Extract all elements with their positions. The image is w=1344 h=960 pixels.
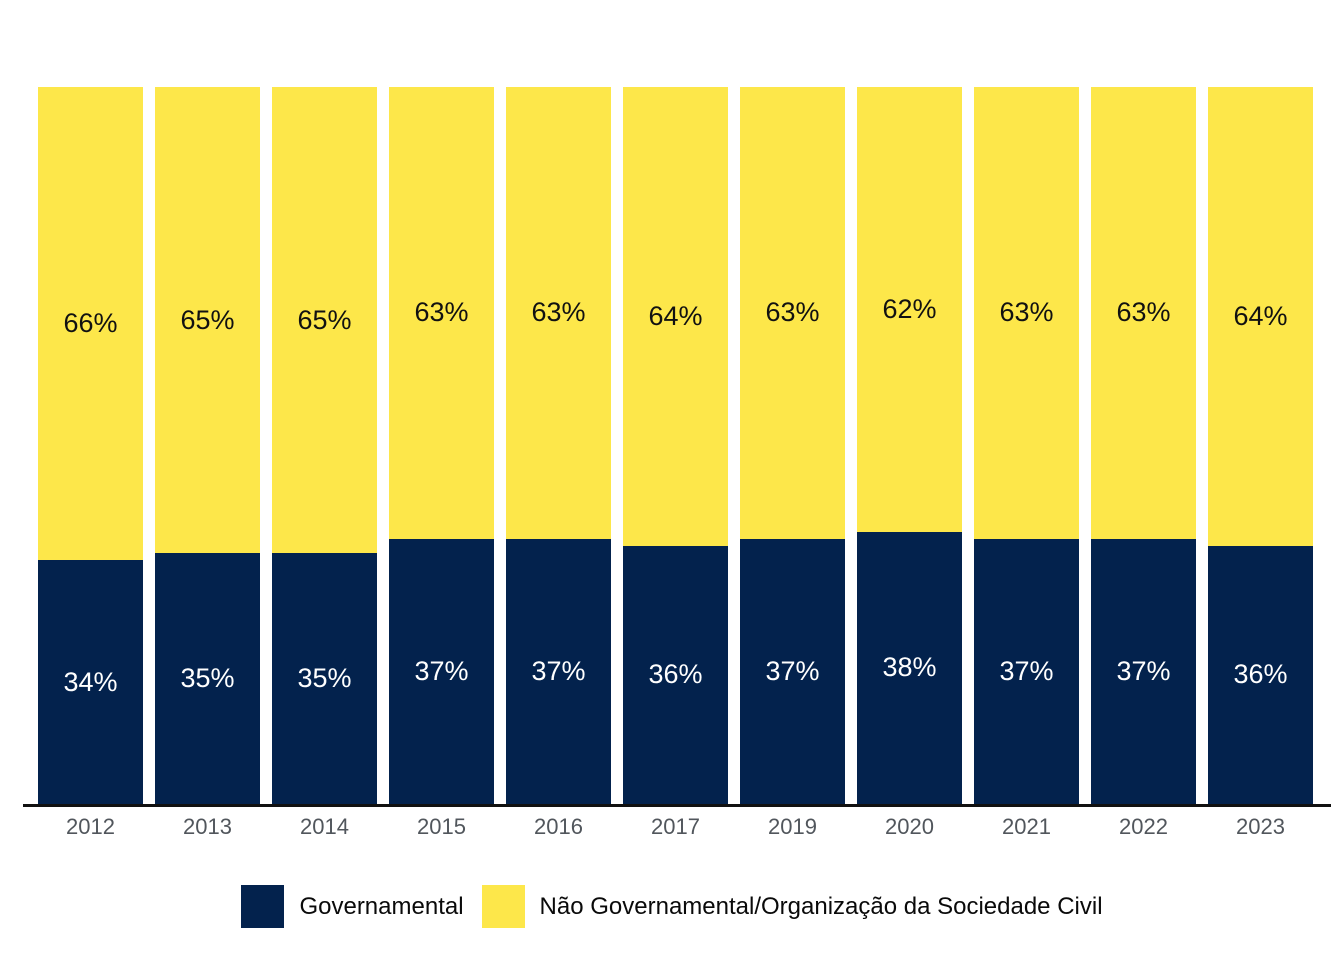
bar-segment-nao-governamental-2021: 63% <box>974 87 1079 539</box>
bar-segment-governamental-2014: 35% <box>272 553 377 804</box>
plot-area: 66% 34% 65% 35% 65% 35% 63% 37% 63% 37% 64% 36% 63% 3… <box>38 87 1313 804</box>
x-axis-line <box>23 804 1331 807</box>
bar-segment-nao-governamental-2015: 63% <box>389 87 494 539</box>
bar-segment-nao-governamental-2014: 65% <box>272 87 377 554</box>
x-tick-label-2021: 2021 <box>1002 814 1051 839</box>
bar-segment-governamental-2012: 34% <box>38 560 143 804</box>
legend-swatch <box>241 885 285 928</box>
legend-swatch <box>481 885 525 928</box>
x-tick-label-2014: 2014 <box>300 814 349 839</box>
legend-item-governamental: Governamental <box>241 885 464 928</box>
legend: Governamental Não Governamental/Organizaç… <box>0 885 1344 928</box>
bar-segment-governamental-2017: 36% <box>623 545 728 804</box>
bar-2021: 63% 37% <box>974 87 1079 804</box>
bar-segment-nao-governamental-2017: 64% <box>623 87 728 546</box>
bar-2015: 63% 37% <box>389 87 494 804</box>
bar-value-label: 35% <box>180 663 235 694</box>
bar-value-label: 37% <box>999 655 1054 686</box>
bar-2019: 63% 37% <box>740 87 845 804</box>
bar-2023: 64% 36% <box>1208 87 1313 804</box>
bar-segment-governamental-2021: 37% <box>974 538 1079 804</box>
x-tick-label-2019: 2019 <box>768 814 817 839</box>
bar-segment-nao-governamental-2019: 63% <box>740 87 845 539</box>
x-tick-label-2012: 2012 <box>66 814 115 839</box>
x-tick-label-2015: 2015 <box>417 814 466 839</box>
bar-value-label: 63% <box>414 297 469 328</box>
bar-segment-governamental-2022: 37% <box>1091 538 1196 804</box>
x-tick-label-2017: 2017 <box>651 814 700 839</box>
legend-label: Governamental <box>299 892 464 920</box>
bar-2020: 62% 38% <box>857 87 962 804</box>
bar-value-label: 64% <box>648 300 703 331</box>
bar-value-label: 63% <box>999 297 1054 328</box>
bar-2013: 65% 35% <box>155 87 260 804</box>
x-axis-tick-labels: 2012 2013 2014 2015 2016 2017 2019 2020 2021 2022… <box>38 814 1313 840</box>
bar-value-label: 64% <box>1233 300 1288 331</box>
bar-segment-nao-governamental-2012: 66% <box>38 87 143 561</box>
bar-value-label: 65% <box>180 304 235 335</box>
x-tick-label-2022: 2022 <box>1119 814 1168 839</box>
bar-value-label: 37% <box>414 655 469 686</box>
bar-value-label: 37% <box>531 655 586 686</box>
bar-segment-governamental-2023: 36% <box>1208 545 1313 804</box>
bar-value-label: 37% <box>765 655 820 686</box>
bar-value-label: 62% <box>882 293 937 324</box>
bar-2014: 65% 35% <box>272 87 377 804</box>
bar-2016: 63% 37% <box>506 87 611 804</box>
bar-value-label: 35% <box>297 663 352 694</box>
x-tick-label-2020: 2020 <box>885 814 934 839</box>
bar-segment-nao-governamental-2022: 63% <box>1091 87 1196 539</box>
x-tick-label-2016: 2016 <box>534 814 583 839</box>
bar-segment-nao-governamental-2023: 64% <box>1208 87 1313 546</box>
bar-segment-governamental-2013: 35% <box>155 553 260 804</box>
x-tick-label-2023: 2023 <box>1236 814 1285 839</box>
bar-value-label: 36% <box>648 659 703 690</box>
bar-segment-governamental-2016: 37% <box>506 538 611 804</box>
bar-value-label: 63% <box>1116 297 1171 328</box>
bar-segment-nao-governamental-2013: 65% <box>155 87 260 554</box>
bar-segment-governamental-2020: 38% <box>857 531 962 804</box>
bar-2012: 66% 34% <box>38 87 143 804</box>
bar-segment-nao-governamental-2020: 62% <box>857 87 962 532</box>
bar-segment-nao-governamental-2016: 63% <box>506 87 611 539</box>
bar-value-label: 34% <box>63 666 118 697</box>
legend-label: Não Governamental/Organização da Socieda… <box>539 892 1103 920</box>
bar-value-label: 63% <box>531 297 586 328</box>
bar-value-label: 37% <box>1116 655 1171 686</box>
bar-segment-governamental-2015: 37% <box>389 538 494 804</box>
bar-2017: 64% 36% <box>623 87 728 804</box>
bar-value-label: 66% <box>63 308 118 339</box>
bar-value-label: 38% <box>882 652 937 683</box>
bar-2022: 63% 37% <box>1091 87 1196 804</box>
bar-segment-governamental-2019: 37% <box>740 538 845 804</box>
bar-value-label: 36% <box>1233 659 1288 690</box>
bar-value-label: 63% <box>765 297 820 328</box>
bar-value-label: 65% <box>297 304 352 335</box>
x-tick-label-2013: 2013 <box>183 814 232 839</box>
legend-item-nao-governamental: Não Governamental/Organização da Socieda… <box>481 885 1103 928</box>
